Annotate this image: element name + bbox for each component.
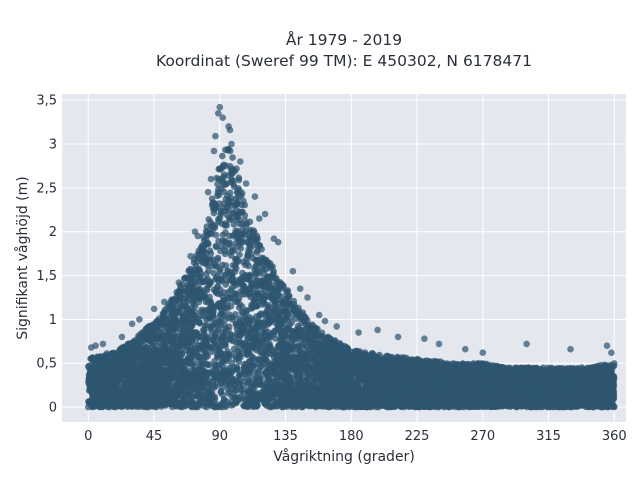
data-point: [253, 249, 261, 256]
data-point: [227, 303, 235, 310]
data-point: [217, 247, 224, 255]
data-point: [229, 154, 236, 161]
data-points: [85, 103, 618, 411]
data-point: [235, 315, 243, 322]
data-point: [241, 201, 249, 209]
data-point: [222, 229, 229, 236]
data-point: [228, 393, 236, 400]
data-point: [252, 270, 260, 278]
data-point: [610, 360, 618, 367]
data-point: [214, 254, 222, 262]
data-point: [232, 311, 239, 318]
data-point: [219, 152, 226, 160]
data-point: [260, 265, 267, 273]
